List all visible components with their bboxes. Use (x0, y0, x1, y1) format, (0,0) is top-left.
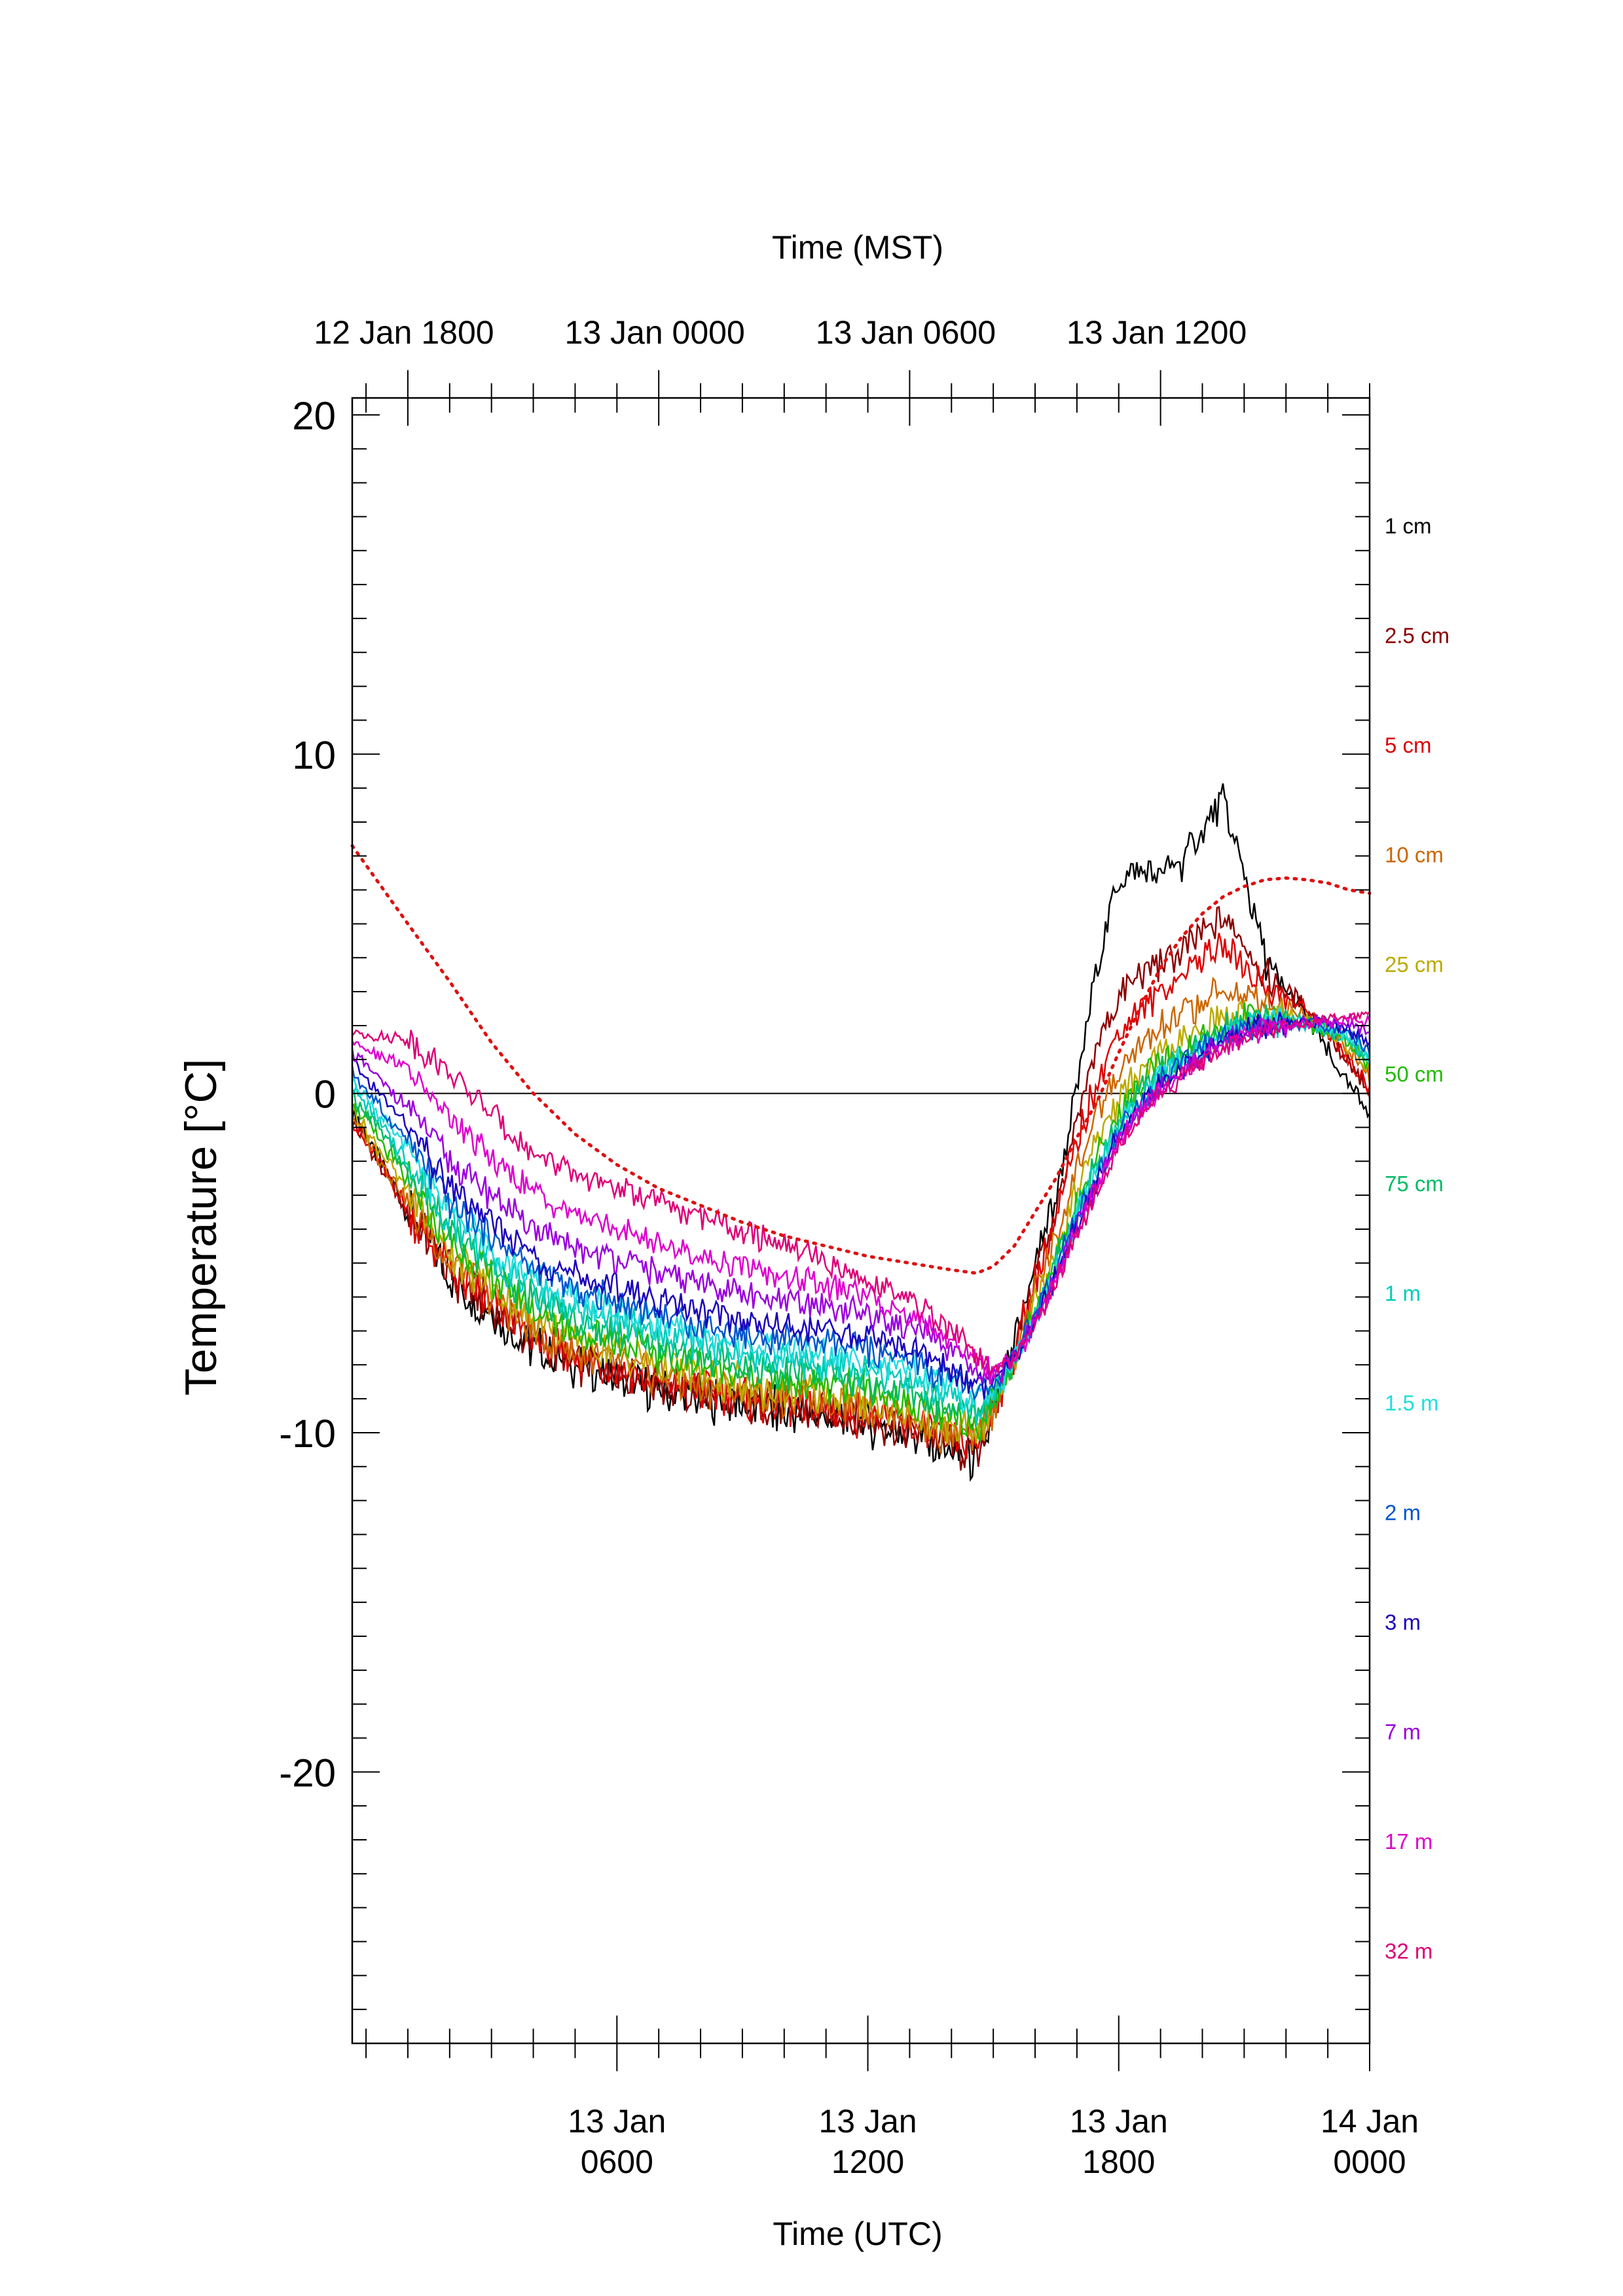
series-50-cm (351, 1002, 1371, 1443)
legend-item-17-m: 17 m (1385, 1829, 1432, 1854)
series-10-cm (351, 977, 1371, 1454)
x-tick-label-bottom-date: 13 Jan (1070, 2103, 1168, 2140)
y-tick-label: -20 (279, 1751, 336, 1795)
x-tick-label-bottom-time: 1200 (831, 2144, 904, 2180)
series-2-m (351, 1014, 1371, 1401)
series-7-m (351, 1014, 1371, 1385)
legend-item-25-cm: 25 cm (1385, 952, 1444, 977)
legend-item-10-cm: 10 cm (1385, 843, 1444, 867)
x-tick-label-top: 13 Jan 0000 (565, 314, 745, 351)
x-tick-label-bottom-date: 13 Jan (818, 2103, 917, 2140)
series-75-cm (351, 1004, 1371, 1424)
series-3-m (351, 1011, 1371, 1400)
legend-item-32-m: 32 m (1385, 1939, 1432, 1964)
series-17-m (351, 1013, 1371, 1385)
x-tick-label-bottom-date: 13 Jan (568, 2103, 666, 2140)
legend-item-1-5-m: 1.5 m (1385, 1391, 1439, 1415)
x-tick-label-top: 13 Jan 0600 (816, 314, 996, 351)
legend-item-50-cm: 50 cm (1385, 1062, 1444, 1086)
legend-item-5-cm: 5 cm (1385, 733, 1432, 757)
x-axis-title-bottom: Time (UTC) (773, 2215, 942, 2252)
series-2-5-cm (351, 906, 1371, 1471)
x-tick-label-bottom-time: 0000 (1333, 2144, 1406, 2180)
x-tick-label-top: 12 Jan 1800 (314, 314, 494, 351)
series-1-m (351, 1010, 1371, 1426)
series-group (350, 783, 1372, 1482)
x-tick-label-bottom-time: 1800 (1082, 2144, 1155, 2180)
y-tick-label: 0 (314, 1073, 336, 1117)
x-tick-label-bottom-date: 14 Jan (1321, 2103, 1419, 2140)
axes-group: 20 10 0 -10 -20 13 Jan 0600 13 Jan 1200 13 Jan 180… (279, 314, 1419, 2180)
y-tick-label: 20 (292, 394, 336, 438)
legend-item-1-cm: 1 cm (1385, 514, 1432, 538)
y-axis-title: Temperature [°C] (176, 1059, 226, 1396)
y-tick-label: 10 (292, 733, 336, 777)
legend-item-2-5-cm: 2.5 cm (1385, 624, 1450, 648)
x-axis-title-top: Time (MST) (772, 229, 943, 266)
legend: 1 cm 2.5 cm 5 cm 10 cm 25 cm 50 cm 75 cm 1 m 1.5… (1385, 514, 1450, 1964)
legend-item-1-m: 1 m (1385, 1282, 1421, 1306)
series-dotted (350, 844, 1372, 1275)
legend-item-7-m: 7 m (1385, 1720, 1421, 1744)
plot-frame (351, 397, 1371, 2045)
y-tick-label: -10 (279, 1412, 336, 1456)
series-32-m (351, 1011, 1371, 1378)
x-tick-label-bottom-time: 0600 (581, 2144, 653, 2180)
legend-item-75-cm: 75 cm (1385, 1172, 1444, 1196)
series-25-cm (351, 999, 1371, 1444)
x-tick-label-top: 13 Jan 1200 (1067, 314, 1247, 351)
legend-item-2-m: 2 m (1385, 1501, 1421, 1525)
legend-item-3-m: 3 m (1385, 1610, 1421, 1634)
